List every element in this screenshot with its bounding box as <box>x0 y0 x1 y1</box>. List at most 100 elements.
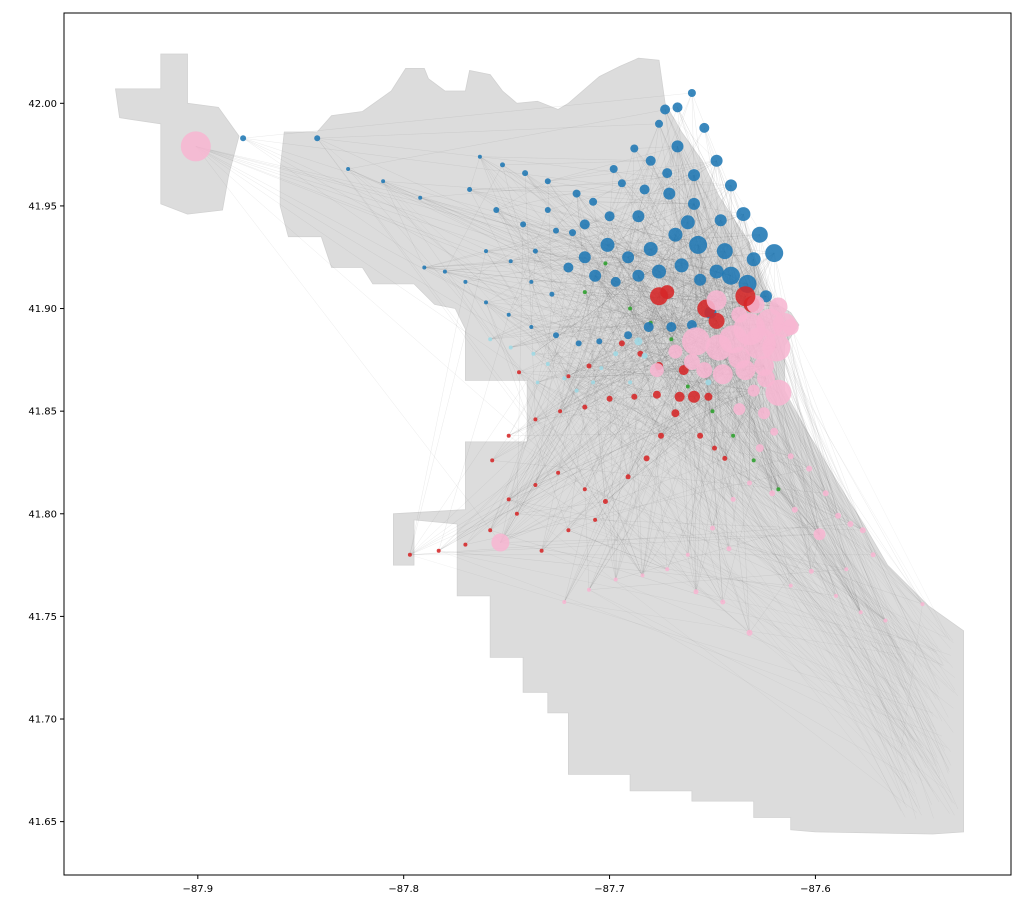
trip-line <box>695 591 919 643</box>
blue-point <box>722 266 740 285</box>
trip-line <box>656 146 678 371</box>
trip-line <box>594 275 715 449</box>
blue-point <box>575 340 582 347</box>
trip-line <box>776 347 947 639</box>
blue-point <box>680 215 695 230</box>
trip-line <box>348 168 569 268</box>
blue-point <box>687 89 696 97</box>
trip-line <box>496 160 717 211</box>
trip-line <box>551 294 948 686</box>
trip-line <box>605 501 750 633</box>
trip-line <box>724 251 791 586</box>
trip-line <box>710 312 713 412</box>
blue-point <box>694 273 707 286</box>
trip-line <box>469 156 481 190</box>
trip-line <box>490 252 775 531</box>
trip-line <box>535 275 596 486</box>
trip-line <box>693 175 775 432</box>
blue-point <box>549 291 555 297</box>
trip-line <box>691 92 717 301</box>
trip-line <box>492 460 826 494</box>
trip-line <box>605 263 616 354</box>
trip-line <box>557 213 744 473</box>
trip-line <box>683 370 922 816</box>
trip-line <box>317 138 585 490</box>
trip-line <box>409 523 851 555</box>
trip-line <box>595 519 668 570</box>
trip-line <box>496 209 906 716</box>
trip-line <box>424 267 748 285</box>
trip-line <box>613 168 750 330</box>
red-point <box>488 528 493 533</box>
trip-line <box>607 244 886 621</box>
trip-line <box>490 248 651 531</box>
trip-line <box>500 382 594 543</box>
trip-line <box>667 172 695 205</box>
red-point <box>517 370 521 375</box>
trip-line <box>638 216 779 307</box>
trip-line <box>656 370 934 793</box>
trip-line <box>485 251 697 592</box>
trip-line <box>479 156 643 576</box>
trip-line <box>592 382 606 502</box>
trip-line <box>508 499 918 813</box>
trip-line <box>584 291 668 408</box>
trip-line <box>490 530 723 603</box>
pink-point <box>858 610 863 615</box>
trip-line <box>568 244 608 531</box>
trip-line <box>609 216 662 436</box>
trip-line <box>627 365 660 477</box>
trip-line <box>424 203 695 268</box>
trip-line <box>485 302 723 375</box>
trip-line <box>669 193 707 309</box>
red-point <box>674 391 685 402</box>
trip-line <box>547 181 553 295</box>
trip-line <box>704 370 861 613</box>
trip-line <box>658 296 680 397</box>
trip-line <box>765 378 943 722</box>
trip-line <box>594 275 734 436</box>
trip-line <box>594 328 750 521</box>
trip-line <box>559 216 639 412</box>
trip-line <box>628 408 740 477</box>
green-point <box>628 306 633 311</box>
trip-line <box>508 203 695 500</box>
trip-line <box>584 489 590 590</box>
trip-line <box>490 265 682 340</box>
trip-line <box>594 275 754 461</box>
trip-line <box>508 435 921 692</box>
pink-point <box>791 506 798 513</box>
trip-line <box>424 267 631 383</box>
y-tick-label: 42.00 <box>28 99 57 110</box>
trip-line <box>664 109 941 690</box>
trip-line <box>615 281 643 576</box>
trip-line <box>531 326 915 797</box>
blue-point <box>671 140 684 153</box>
trip-line <box>485 250 569 268</box>
trip-line <box>531 326 606 502</box>
trip-line <box>485 302 569 531</box>
boundary-region-1 <box>279 57 964 835</box>
trip-line <box>195 146 791 328</box>
trip-line <box>547 168 614 182</box>
trip-line <box>465 308 707 545</box>
trip-line <box>778 392 820 535</box>
trip-line <box>693 396 918 807</box>
pink-point <box>747 384 760 397</box>
trip-line <box>693 175 701 436</box>
pink-point <box>883 618 888 623</box>
blue-point <box>655 119 663 128</box>
trip-line <box>728 548 812 572</box>
trip-line <box>774 253 839 516</box>
trip-line <box>508 408 740 500</box>
trip-line <box>584 224 775 432</box>
teal-point <box>508 345 513 350</box>
trip-line <box>615 458 647 580</box>
trip-line <box>687 222 732 276</box>
trip-line <box>547 181 744 215</box>
blue-point <box>714 214 727 227</box>
blue-point <box>569 229 576 237</box>
pink-point <box>770 427 779 436</box>
trip-line <box>718 347 861 613</box>
trip-line <box>638 275 863 531</box>
